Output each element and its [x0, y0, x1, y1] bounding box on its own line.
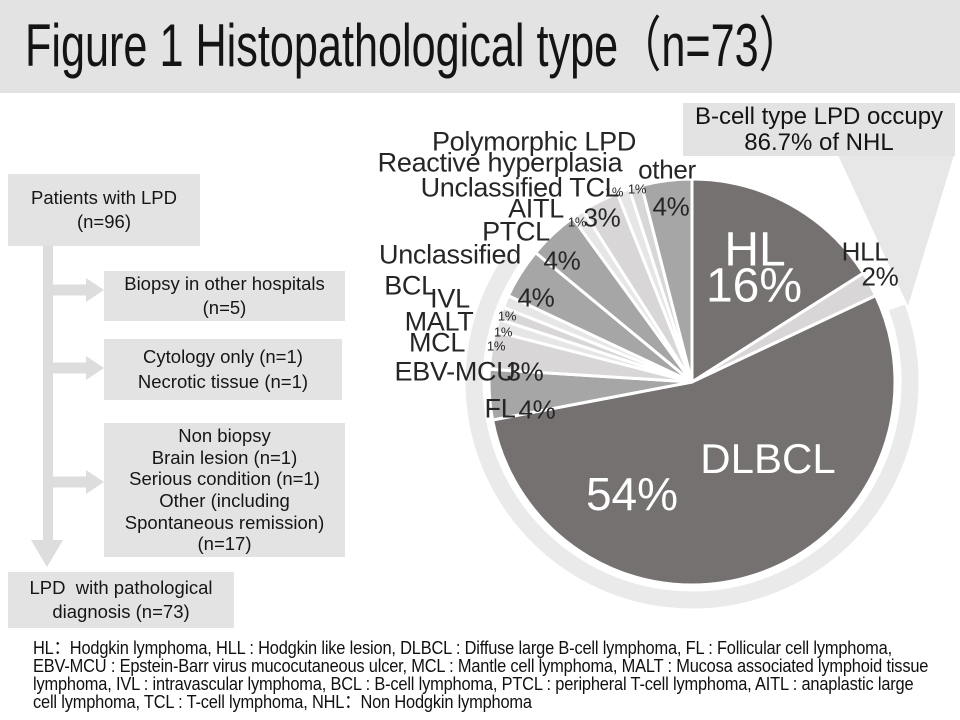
pie-label-ivl: IVL [430, 283, 470, 314]
pie-label-polymorphic-lpd: Polymorphic LPD [431, 126, 637, 157]
flow-arrow-1 [53, 284, 86, 296]
flow-arrow-3-head [86, 470, 104, 494]
page-title: Figure 1 Histopathological type（n=73） [25, 12, 802, 79]
pie-pct-hll: 2% [861, 261, 899, 292]
flow-arrow-2-head [86, 356, 104, 380]
pie-pct-mcl: 1% [486, 338, 506, 354]
highlight-ring [465, 255, 919, 609]
flow-arrow-down-head [31, 540, 63, 567]
pie-label-malt: MALT [404, 306, 474, 337]
pie-pct-ptcl: 4% [543, 245, 581, 276]
footnote-text: HL：Hodgkin lymphoma, HLL : Hodgkin like … [33, 637, 929, 712]
pie-label-fl: FL [484, 393, 516, 424]
pie-pct-malt: 1% [493, 324, 513, 340]
callout-pointer [838, 155, 954, 306]
flow-line-down [43, 246, 53, 540]
footnote: HL：Hodgkin lymphoma, HLL : Hodgkin like … [33, 637, 933, 712]
pie-pct-fl: 4% [518, 394, 556, 425]
pie-label-mcl: MCL [408, 327, 466, 358]
pie-slice-other [640, 177, 694, 384]
pie-pct-aitl: 1% [567, 214, 587, 230]
pie-label-unclassified-bcl-line1: Unclassified [379, 239, 521, 270]
pie-pct-other: 4% [652, 191, 690, 222]
pie-pct-unclassified-bcl: 4% [517, 282, 555, 313]
pie-slice-dlbcl [491, 294, 897, 587]
flow-arrow-2 [53, 362, 86, 374]
pie-slice-hl [690, 177, 865, 384]
flow-arrow-3 [53, 476, 86, 488]
pie-pct-unclassified-tcl: 3% [583, 202, 621, 233]
pie-pct-polymorphic-lpd: 1% [627, 181, 647, 197]
pie-label-hll: HLL [841, 236, 889, 267]
pie-label-dlbcl: DLBCL [700, 435, 836, 482]
pie-pct-dlbcl: 54% [585, 468, 679, 520]
flow-box-biopsy-other: Biopsy in other hospitals (n=5) [104, 271, 345, 321]
pie-label-aitl: AITL [508, 193, 564, 224]
pie-pct-ivl: 1% [497, 308, 517, 324]
flow-arrow-1-head [86, 278, 104, 302]
pie-pct-ebv-mcu: 3% [506, 356, 544, 387]
pie-label-ebv-mcu: EBV-MCU [394, 356, 516, 387]
pie-label-ptcl: PTCL [482, 216, 550, 247]
pie-label-hl: HL [724, 223, 786, 277]
flow-box-lpd-diagnosis: LPD with pathological diagnosis (n=73) [8, 572, 234, 628]
flow-box-non-biopsy: Non biopsy Brain lesion (n=1) Serious co… [104, 423, 345, 557]
pie-label-other: other [638, 154, 696, 185]
callout-bcell-note: B-cell type LPD occupy 86.7% of NHL [683, 103, 955, 156]
pie-pct-reactive-hyperplasia: 1% [604, 184, 624, 200]
flow-box-patients-lpd: Patients with LPD (n=96) [8, 174, 200, 246]
pie-label-unclassified-tcl: Unclassified TCL [420, 172, 620, 203]
pie-label-unclassified-bcl-line2: BCL [384, 270, 436, 301]
flow-box-cytology: Cytology only (n=1) Necrotic tissue (n=1… [104, 339, 342, 400]
title-band: Figure 1 Histopathological type（n=73） [0, 0, 960, 93]
pie-label-reactive-hyperplasia: Reactive hyperplasia [377, 147, 623, 178]
pie-pct-hl: 16% [705, 259, 803, 313]
